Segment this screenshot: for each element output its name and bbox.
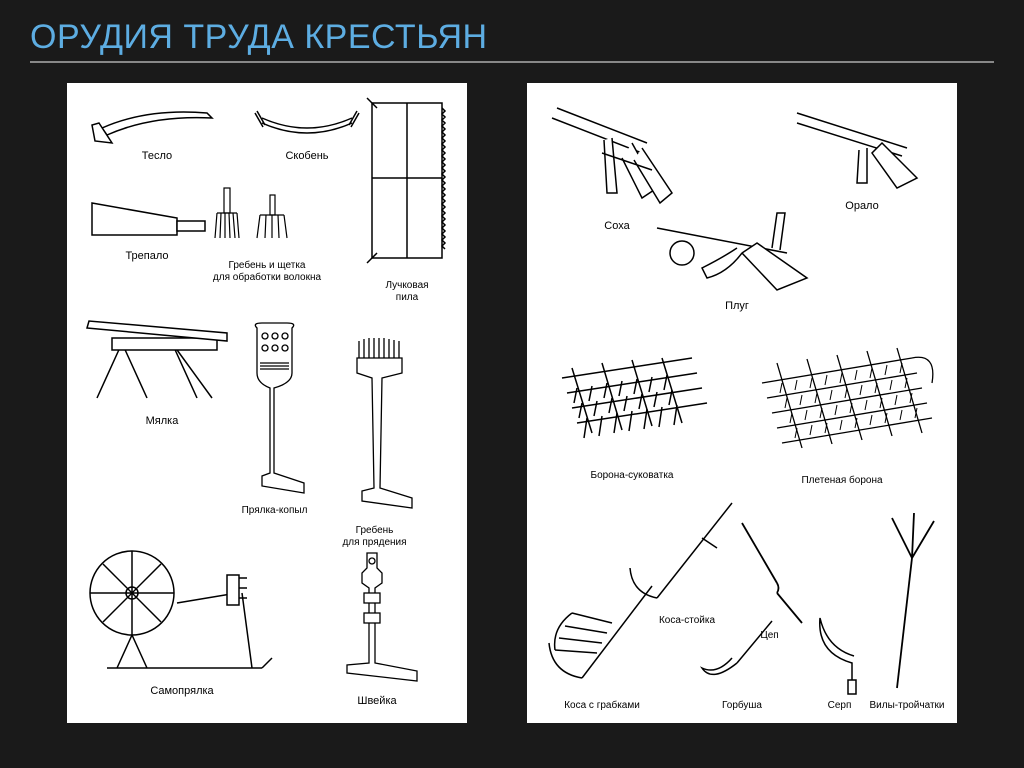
tool-luch-pila: Лучковая пила xyxy=(357,93,457,303)
oralo-icon xyxy=(787,98,937,198)
kosa-grabki-label: Коса с грабками xyxy=(564,700,640,712)
panel-household-tools: Тесло Скобень xyxy=(67,83,467,723)
panels: Тесло Скобень xyxy=(30,83,994,723)
panel-field-tools: Соха Орало xyxy=(527,83,957,723)
gorbusha-icon xyxy=(692,613,792,698)
kosa-grabki-icon xyxy=(537,578,667,698)
plug-icon xyxy=(647,198,827,298)
teslo-icon xyxy=(87,93,227,148)
skoben-icon xyxy=(247,103,367,148)
shveyka-label: Швейка xyxy=(357,695,396,708)
vily-icon xyxy=(862,503,952,698)
tool-shveyka: Швейка xyxy=(322,543,432,708)
tool-vily: Вилы-тройчатки xyxy=(862,503,952,712)
sokha-label: Соха xyxy=(604,220,629,233)
samopryalka-label: Самопрялка xyxy=(150,685,213,698)
serp-label: Серп xyxy=(828,700,852,712)
skoben-label: Скобень xyxy=(285,150,328,163)
borona-sukovatka-label: Борона-суковатка xyxy=(591,470,674,482)
samopryalka-icon xyxy=(77,533,287,683)
teslo-label: Тесло xyxy=(142,150,172,163)
title-underline xyxy=(30,61,994,63)
tool-gorbusha: Горбуша xyxy=(692,613,792,712)
luch-pila-label: Лучковая пила xyxy=(385,280,428,303)
borona-sukovatka-icon xyxy=(542,338,722,468)
tool-teslo: Тесло xyxy=(87,93,227,163)
luch-pila-icon xyxy=(357,93,457,278)
shveyka-icon xyxy=(322,543,432,693)
slide: ОРУДИЯ ТРУДА КРЕСТЬЯН Тесло xyxy=(0,0,1024,768)
borona-pletenaya-label: Плетеная борона xyxy=(801,475,882,487)
tool-borona-pletenaya: Плетеная борона xyxy=(742,333,942,487)
tool-greben-pryad: Гребень для прядения xyxy=(327,333,422,548)
borona-pletenaya-icon xyxy=(742,333,942,473)
trepalo-label: Трепало xyxy=(125,250,168,263)
tool-borona-sukovatka: Борона-суковатка xyxy=(542,338,722,482)
oralo-label: Орало xyxy=(845,200,878,213)
tool-samopryalka: Самопрялка xyxy=(77,533,287,698)
tool-greben-shchetka: Гребень и щетка для обработки волокна xyxy=(212,183,322,283)
tool-pryalka: Прялка-копыл xyxy=(232,318,317,517)
tool-trepalo: Трепало xyxy=(82,193,212,263)
greben-shchetka-icon xyxy=(212,183,322,258)
page-title: ОРУДИЯ ТРУДА КРЕСТЬЯН xyxy=(30,18,994,57)
gorbusha-label: Горбуша xyxy=(722,700,762,712)
tool-plug: Плуг xyxy=(647,198,827,313)
tool-oralo: Орало xyxy=(787,98,937,213)
tool-skoben: Скобень xyxy=(247,103,367,163)
myalka-label: Мялка xyxy=(146,415,179,428)
vily-label: Вилы-тройчатки xyxy=(870,700,945,712)
tool-myalka: Мялка xyxy=(77,313,247,428)
pryalka-icon xyxy=(232,318,317,503)
trepalo-icon xyxy=(82,193,212,248)
pryalka-label: Прялка-копыл xyxy=(242,505,308,517)
greben-shchetka-label: Гребень и щетка для обработки волокна xyxy=(213,260,321,283)
greben-pryad-icon xyxy=(327,333,422,523)
myalka-icon xyxy=(77,313,247,413)
plug-label: Плуг xyxy=(725,300,749,313)
tool-kosa-grabki: Коса с грабками xyxy=(537,578,667,712)
